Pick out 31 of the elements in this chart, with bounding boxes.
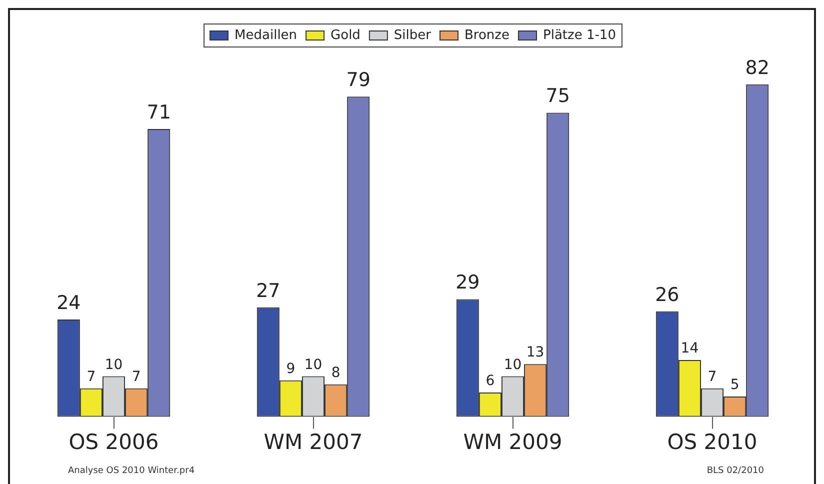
data-label: 7 [132, 369, 141, 386]
legend-label: Gold [330, 28, 360, 43]
data-label: 7 [708, 369, 717, 386]
data-label: 5 [730, 377, 740, 394]
data-label: 10 [104, 356, 123, 373]
data-label: 82 [745, 56, 770, 79]
text: BLS 02/2010 [706, 466, 764, 476]
data-label: 27 [256, 280, 280, 302]
data-label: 75 [546, 85, 570, 108]
data-label: 7 [86, 369, 96, 386]
legend-label: Plätze 1-10 [542, 28, 616, 43]
data-label: 10 [304, 356, 322, 373]
legend-label: Silber [394, 28, 432, 43]
data-label: 8 [331, 365, 340, 382]
x-tick-label: OS 2010 [667, 430, 758, 454]
data-label: 26 [655, 284, 680, 306]
data-label: 14 [680, 340, 699, 357]
data-label: 29 [456, 272, 480, 294]
data-label: 6 [486, 373, 495, 390]
data-label: 24 [56, 292, 81, 314]
x-tick-label: WM 2009 [463, 430, 562, 454]
text: Analyse OS 2010 Winter.pr4 [68, 466, 195, 476]
data-label: 71 [146, 101, 171, 124]
legend-label: Bronze [464, 28, 510, 43]
data-label: 13 [526, 344, 544, 361]
x-tick-label: OS 2006 [68, 430, 159, 454]
data-label: 79 [346, 69, 370, 92]
data-label: 9 [286, 360, 296, 377]
data-label: 10 [504, 356, 522, 373]
legend-label: Medaillen [234, 28, 298, 43]
x-tick-label: WM 2007 [264, 430, 363, 454]
